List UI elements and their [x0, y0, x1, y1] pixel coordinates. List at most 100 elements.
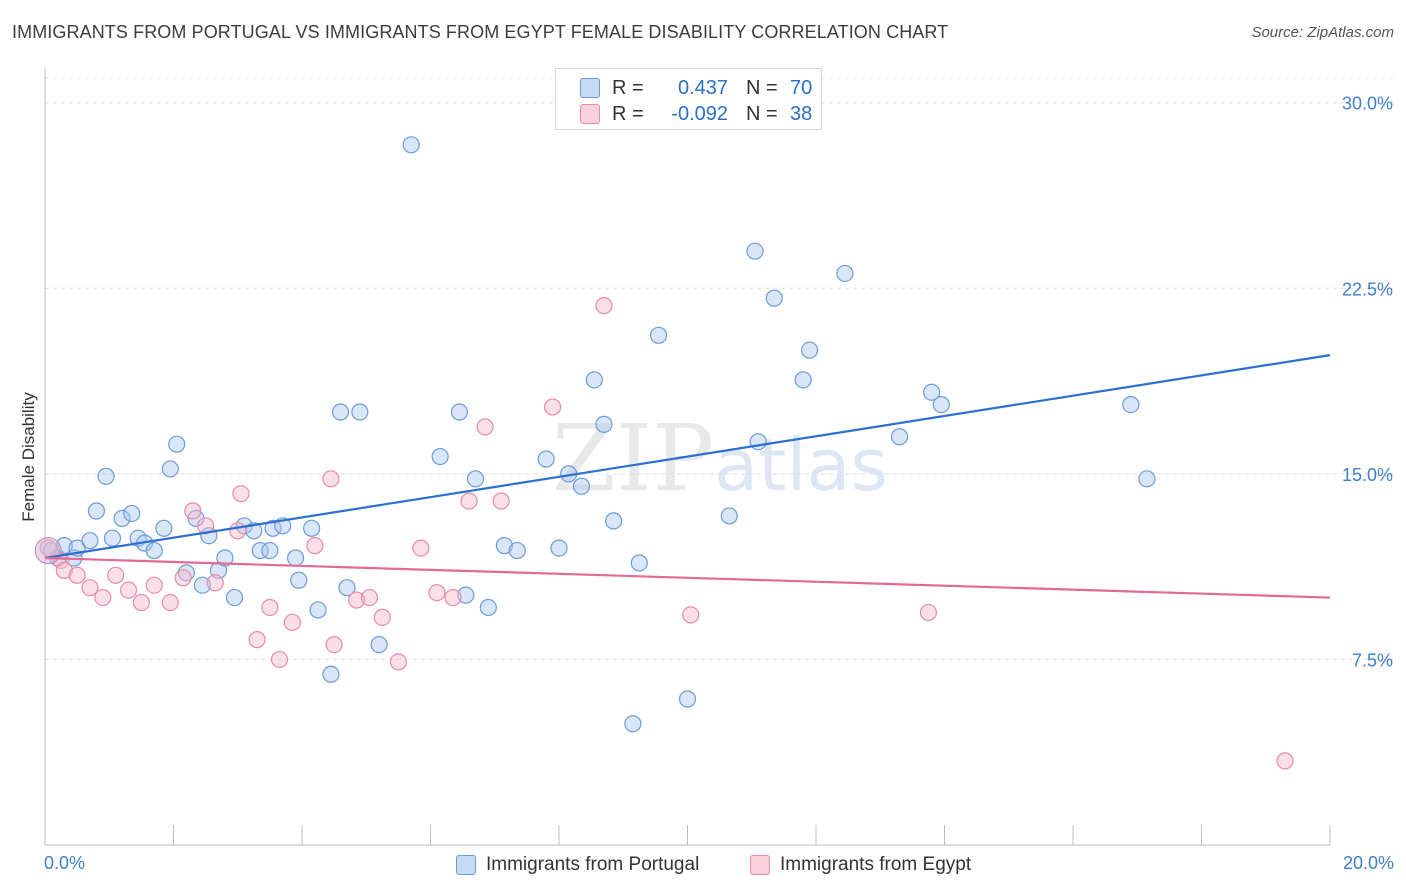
point-egypt: [682, 606, 700, 624]
point-portugal: [103, 529, 122, 547]
point-egypt: [161, 593, 179, 612]
point-portugal: [450, 403, 469, 421]
point-egypt: [68, 566, 86, 584]
point-egypt: [248, 631, 266, 649]
point-portugal: [746, 242, 764, 260]
point-portugal: [1122, 395, 1140, 414]
point-portugal: [177, 564, 195, 582]
point-portugal: [550, 539, 568, 557]
point-portugal: [585, 371, 603, 389]
correlation-row-egypt: R = -0.092 N = 38: [580, 101, 812, 127]
n-label: N =: [746, 76, 778, 99]
point-egypt: [229, 522, 247, 540]
n-value: 38: [790, 102, 813, 125]
point-portugal: [97, 467, 115, 485]
point-portugal: [765, 289, 783, 307]
point-portugal: [81, 532, 99, 550]
source-credit: Source: ZipAtlas.com: [1251, 24, 1394, 41]
point-cluster: [34, 537, 62, 565]
point-egypt: [270, 650, 289, 669]
point-egypt: [283, 613, 301, 631]
point-egypt: [476, 418, 494, 436]
point-egypt: [389, 653, 407, 671]
point-portugal: [309, 601, 327, 619]
point-portugal: [794, 371, 812, 389]
point-egypt: [543, 398, 562, 416]
point-egypt: [55, 561, 73, 579]
point-egypt: [197, 517, 215, 535]
point-portugal: [630, 554, 648, 572]
trend-line-portugal: [44, 354, 1331, 560]
correlation-row-portugal: R = 0.437 N = 70: [580, 75, 812, 101]
x-tick-label: 0.0%: [44, 853, 85, 873]
chart-title: IMMIGRANTS FROM PORTUGAL VS IMMIGRANTS F…: [12, 22, 949, 42]
r-value: 0.437: [677, 76, 728, 99]
point-portugal: [431, 447, 449, 466]
point-portugal: [225, 588, 244, 607]
point-egypt: [444, 588, 462, 607]
y-tick-label: 30.0%: [1342, 94, 1393, 114]
portugal-swatch: [580, 78, 600, 98]
point-portugal: [193, 576, 212, 594]
point-portugal: [123, 504, 141, 523]
point-portugal: [261, 541, 279, 560]
point-egypt: [206, 574, 224, 592]
point-portugal: [537, 450, 555, 468]
point-egypt: [306, 537, 324, 555]
legend-item-egypt[interactable]: Immigrants from Egypt: [750, 850, 971, 880]
point-portugal: [155, 519, 173, 537]
n-label: N =: [746, 102, 778, 125]
point-portugal: [216, 549, 234, 567]
egypt-legend-swatch: [750, 855, 770, 875]
point-egypt: [492, 492, 510, 510]
point-portugal: [932, 395, 950, 414]
point-portugal: [890, 428, 909, 446]
point-portugal: [508, 541, 526, 560]
point-portugal: [402, 136, 420, 154]
point-portugal: [322, 665, 340, 683]
point-portugal: [161, 460, 179, 478]
point-portugal: [331, 403, 350, 421]
point-portugal: [836, 264, 854, 283]
point-egypt: [348, 591, 366, 609]
point-egypt: [595, 297, 613, 315]
legend-label-portugal: Immigrants from Portugal: [486, 854, 700, 875]
point-portugal: [595, 415, 613, 433]
point-portugal: [923, 383, 941, 401]
point-portugal: [572, 477, 591, 495]
point-egypt: [232, 485, 250, 503]
point-portugal: [286, 549, 305, 567]
point-portugal: [87, 502, 106, 520]
point-portugal: [351, 403, 369, 421]
point-portugal: [649, 326, 668, 344]
y-tick-label: 7.5%: [1352, 650, 1393, 670]
egypt-swatch: [580, 104, 600, 124]
point-portugal: [678, 690, 697, 708]
n-value: 70: [790, 76, 813, 99]
point-egypt: [81, 579, 99, 597]
point-portugal: [800, 341, 819, 359]
legend-item-portugal[interactable]: Immigrants from Portugal: [456, 850, 699, 880]
point-portugal: [479, 598, 497, 617]
point-portugal: [251, 541, 269, 560]
point-egypt: [325, 635, 343, 654]
point-egypt: [132, 593, 150, 612]
legend-label-egypt: Immigrants from Egypt: [780, 854, 972, 875]
point-portugal: [290, 571, 308, 589]
point-egypt: [460, 492, 478, 510]
x-tick-label: 20.0%: [1343, 853, 1394, 873]
point-egypt: [322, 470, 340, 488]
point-egypt: [919, 603, 938, 622]
r-label: R =: [612, 76, 644, 99]
point-portugal: [370, 635, 388, 654]
point-portugal: [720, 507, 738, 525]
r-label: R =: [612, 102, 644, 125]
point-egypt: [119, 581, 138, 599]
point-portugal: [168, 435, 186, 453]
y-tick-label: 22.5%: [1342, 279, 1393, 299]
point-egypt: [360, 588, 379, 607]
r-value: -0.092: [671, 102, 728, 125]
point-portugal: [466, 470, 485, 488]
point-portugal: [145, 541, 163, 560]
point-portugal: [495, 537, 513, 555]
